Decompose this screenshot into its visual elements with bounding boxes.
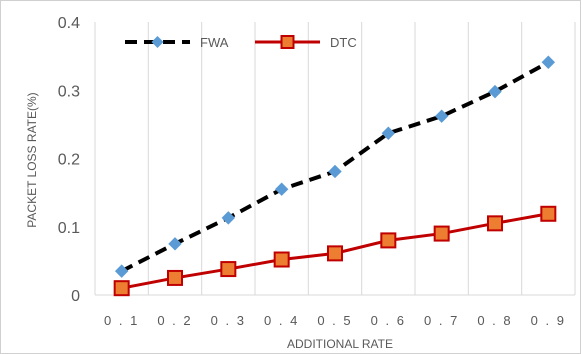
y-axis-ticks: 0 0.1 0.2 0.3 0.4 bbox=[58, 15, 80, 305]
legend: FWA DTC bbox=[125, 35, 357, 50]
x-tick-label: 0 . 4 bbox=[264, 313, 299, 328]
x-tick-label: 0 . 5 bbox=[317, 313, 352, 328]
data-point-dtc bbox=[487, 215, 503, 232]
data-point-fwa bbox=[221, 211, 236, 225]
x-axis-ticks: 0 . 1 0 . 2 0 . 3 0 . 4 0 . 5 0 . 6 0 . 7 0 . 8… bbox=[104, 313, 566, 328]
legend-label-dtc: DTC bbox=[330, 35, 357, 50]
data-point-dtc bbox=[380, 232, 397, 249]
x-tick-label: 0 . 2 bbox=[157, 313, 192, 328]
data-point-dtc bbox=[540, 205, 557, 222]
data-point-fwa bbox=[541, 55, 556, 69]
data-point-fwa bbox=[381, 126, 396, 140]
legend-marker-dtc bbox=[280, 35, 295, 49]
y-tick-label: 0.3 bbox=[58, 83, 80, 100]
data-point-fwa bbox=[434, 109, 449, 123]
data-point-fwa bbox=[328, 164, 342, 179]
data-point-fwa bbox=[114, 264, 129, 278]
data-point-fwa bbox=[168, 237, 182, 251]
vertical-gridlines bbox=[94, 22, 576, 295]
x-axis-label: ADDITIONAL RATE bbox=[287, 337, 393, 351]
x-tick-label: 0 . 3 bbox=[211, 313, 246, 328]
x-tick-label: 0 . 7 bbox=[424, 313, 459, 328]
data-point-dtc bbox=[327, 245, 343, 262]
legend-label-fwa: FWA bbox=[200, 35, 229, 50]
y-axis-label: PACKET LOSS RATE(%) bbox=[25, 92, 39, 227]
y-tick-label: 0.4 bbox=[58, 15, 80, 32]
data-point-dtc bbox=[220, 261, 237, 278]
x-tick-label: 0 . 9 bbox=[531, 313, 566, 328]
x-tick-label: 0 . 8 bbox=[477, 313, 512, 328]
data-point-fwa bbox=[488, 84, 502, 99]
data-point-dtc bbox=[113, 280, 130, 297]
y-tick-label: 0.2 bbox=[58, 152, 80, 169]
data-point-dtc bbox=[433, 225, 450, 242]
series-group bbox=[113, 55, 557, 297]
data-point-fwa bbox=[274, 182, 289, 196]
data-point-dtc bbox=[167, 269, 183, 286]
y-tick-label: 0 bbox=[71, 288, 80, 305]
legend-marker-fwa bbox=[151, 36, 164, 48]
x-tick-label: 0 . 1 bbox=[104, 313, 139, 328]
x-tick-label: 0 . 6 bbox=[371, 313, 406, 328]
data-point-dtc bbox=[273, 251, 290, 268]
y-tick-label: 0.1 bbox=[58, 220, 80, 237]
